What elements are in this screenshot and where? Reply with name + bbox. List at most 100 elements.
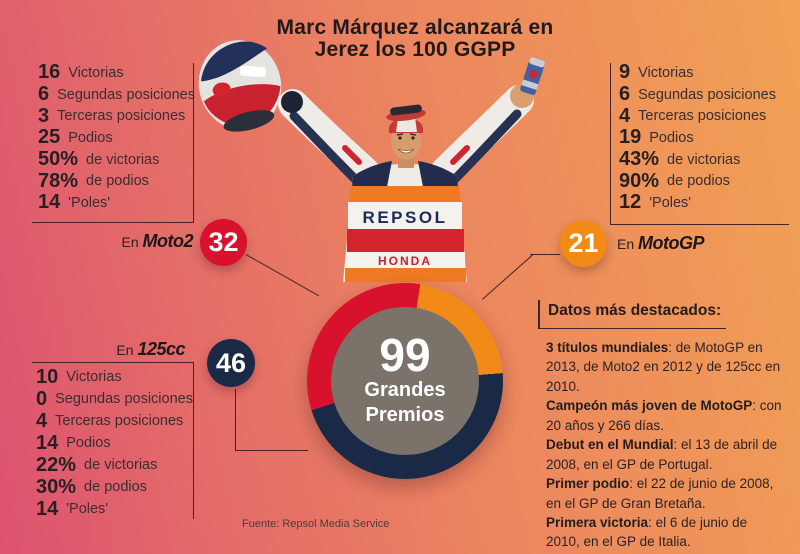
moto2-stats-list: 16 Victorias 6 Segundas posiciones 3 Tercer… — [38, 61, 195, 214]
stat-row: 12 'Poles' — [619, 191, 776, 214]
suit-repsol-text: REPSOL — [363, 208, 448, 227]
stat-value: 78% — [38, 169, 79, 192]
stat-value: 4 — [619, 104, 631, 127]
stat-row: 10 Victorias — [36, 366, 193, 388]
torso: REPSOL HONDA — [343, 161, 467, 282]
moto2-en-text: En — [121, 234, 139, 250]
stat-label: de podios — [84, 479, 147, 495]
stat-value: 4 — [36, 409, 48, 432]
stat-label: Podios — [66, 435, 111, 451]
highlight-text: : el 6 de junio de 2010, en el GP de Ita… — [546, 514, 748, 550]
highlights-list: 3 títulos mundiales: de MotoGP en 2013, … — [546, 338, 782, 552]
stat-value: 14 — [36, 497, 59, 520]
gp-total: 99 — [379, 329, 431, 382]
stat-label: Terceras posiciones — [57, 108, 186, 125]
stat-value: 22% — [36, 453, 77, 476]
redbull-can — [520, 57, 546, 95]
gp-label-line-2: Premios — [365, 403, 445, 426]
moto2-class-label: En Moto2 — [100, 231, 193, 252]
stat-label: de victorias — [86, 151, 160, 168]
highlight-item: Campeón más joven de MotoGP: con 20 años… — [546, 398, 782, 432]
stat-label: Segundas posiciones — [57, 86, 195, 103]
stat-label: 'Poles' — [66, 501, 109, 517]
cc125-class-label: En 125cc — [90, 339, 185, 360]
highlights-title: Datos más destacados: — [538, 300, 726, 329]
stat-label: Victorias — [638, 64, 694, 81]
highlight-lead: Primera victoria — [546, 514, 649, 530]
stat-value: 43% — [619, 148, 660, 171]
stat-row: 3 Terceras posiciones — [38, 105, 195, 127]
stat-value: 10 — [36, 365, 59, 388]
motogp-bracket-line — [610, 63, 789, 225]
stat-row: 6 Segundas posiciones — [619, 83, 776, 106]
stat-value: 9 — [619, 61, 631, 84]
stat-row: 14 'Poles' — [38, 191, 195, 214]
highlight-lead: Primer podio — [546, 476, 630, 492]
cc125-stats-list: 10 Victorias 0 Segundas posiciones 4 Tercer… — [36, 366, 193, 520]
stat-row: 14 Podios — [36, 432, 193, 454]
stat-value: 0 — [36, 387, 48, 410]
stat-row: 16 Victorias — [38, 61, 195, 84]
stat-label: Terceras posiciones — [638, 108, 767, 125]
stat-value: 14 — [38, 191, 61, 214]
title-line-2: Jerez los 100 GGPP — [314, 38, 516, 62]
highlight-text: : el 22 de junio de 2008, en el GP de Gr… — [546, 476, 774, 511]
suit-honda-text: HONDA — [378, 254, 432, 268]
stat-value: 6 — [619, 83, 631, 106]
highlights-panel: Datos más destacados: 3 títulos mundiale… — [538, 300, 782, 552]
stat-value: 50% — [38, 148, 79, 171]
highlight-item: 3 títulos mundiales: de MotoGP en 2013, … — [546, 340, 780, 394]
motogp-en-text: En — [617, 236, 635, 252]
sunglasses — [390, 104, 422, 116]
stat-label: Podios — [68, 129, 113, 146]
stat-label: Podios — [649, 129, 694, 146]
marquez-photo: REPSOL HONDA — [198, 40, 546, 282]
highlight-lead: Campeón más joven de MotoGP — [546, 398, 753, 414]
stat-value: 16 — [38, 61, 61, 84]
highlight-lead: Debut en el Mundial — [546, 437, 674, 453]
motogp-class-label: En MotoGP — [617, 233, 705, 254]
stat-value: 12 — [619, 191, 642, 214]
stat-row: 6 Segundas posiciones — [38, 83, 195, 106]
stat-row: 22% de victorias — [36, 454, 193, 476]
stat-value: 30% — [36, 475, 77, 498]
moto2-count-badge: 32 — [200, 219, 247, 266]
stat-label: 'Poles' — [68, 194, 111, 211]
stat-row: 4 Terceras posiciones — [36, 410, 193, 432]
highlight-item: Primer podio: el 22 de junio de 2008, en… — [546, 476, 773, 510]
stat-label: Victorias — [68, 64, 124, 81]
stat-value: 25 — [38, 126, 61, 149]
stat-row: 19 Podios — [619, 126, 776, 149]
stat-label: de podios — [86, 173, 149, 190]
motogp-count-badge: 21 — [560, 220, 607, 267]
stat-row: 4 Terceras posiciones — [619, 105, 776, 127]
stat-row: 9 Victorias — [619, 61, 776, 84]
cc125-bracket-line — [32, 362, 194, 519]
gp-donut-chart: 99 Grandes Premios — [307, 283, 503, 479]
motogp-stats-list: 9 Victorias 6 Segundas posiciones 4 Tercera… — [619, 61, 776, 214]
stat-label: Segundas posiciones — [55, 391, 193, 407]
left-arm — [278, 89, 380, 187]
stat-row: 0 Segundas posiciones — [36, 388, 193, 410]
stat-label: de victorias — [667, 151, 741, 168]
stat-value: 3 — [38, 104, 50, 127]
moto2-logo: Moto2 — [142, 231, 194, 251]
cc125-count-badge: 46 — [207, 339, 255, 387]
stat-row: 30% de podios — [36, 476, 193, 498]
cc125-connector-line — [235, 389, 308, 451]
stat-label: Terceras posiciones — [55, 413, 184, 429]
stat-row: 78% de podios — [38, 170, 195, 192]
stat-row: 43% de victorias — [619, 148, 776, 171]
highlight-text: : el 13 de abril de 2008, en el GP de Po… — [546, 437, 778, 472]
right-arm — [430, 85, 534, 187]
gp-label-line-1: Grandes — [364, 378, 446, 401]
highlight-lead: 3 títulos mundiales — [546, 340, 669, 355]
highlight-text: : de MotoGP en 2013, de Moto2 en 2012 y … — [546, 340, 781, 394]
stat-row: 25 Podios — [38, 126, 195, 149]
stat-label: Victorias — [66, 369, 122, 385]
stat-row: 50% de victorias — [38, 148, 195, 171]
motogp-logo: MotoGP — [638, 233, 705, 253]
stat-value: 90% — [619, 169, 660, 192]
cc125-en-text: En — [116, 342, 134, 358]
